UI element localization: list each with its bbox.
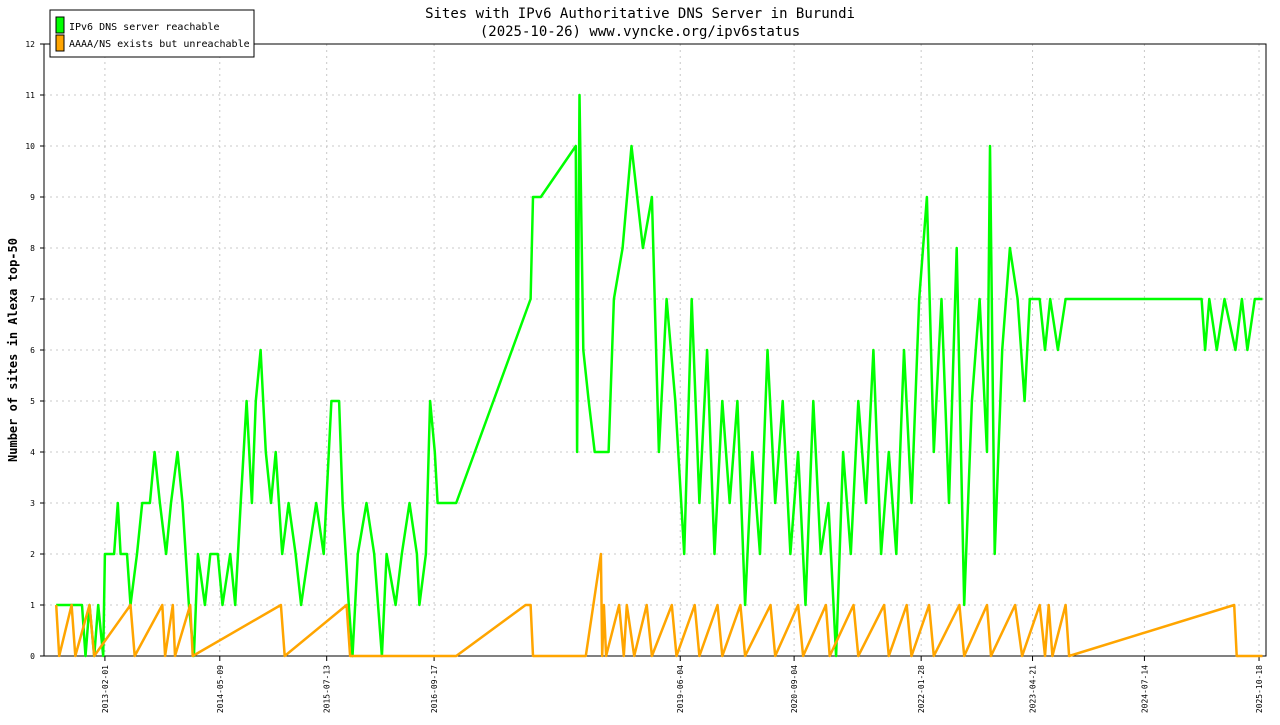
x-tick-label: 2023-04-21	[1029, 665, 1038, 713]
y-tick-label: 7	[30, 295, 35, 304]
y-tick-label: 6	[30, 346, 35, 355]
x-tick-label: 2016-09-17	[430, 665, 439, 713]
series-lines	[54, 93, 1263, 658]
y-tick-label: 4	[30, 448, 35, 457]
x-tick-label: 2020-09-04	[790, 665, 799, 713]
y-tick-label: 0	[30, 652, 35, 661]
series-line-1	[54, 552, 1263, 658]
y-tick-label: 3	[30, 499, 35, 508]
y-tick-label: 8	[30, 244, 35, 253]
y-tick-label: 10	[25, 142, 35, 151]
y-tick-label: 11	[25, 91, 35, 100]
x-tick-label: 2024-07-14	[1140, 665, 1149, 713]
legend-swatch-reachable	[55, 16, 65, 34]
y-tick-label: 12	[25, 40, 35, 49]
x-tick-label: 2022-01-28	[917, 665, 926, 713]
y-tick-label: 9	[30, 193, 35, 202]
chart-subtitle: (2025-10-26) www.vyncke.org/ipv6status	[480, 24, 800, 40]
legend-box	[49, 9, 255, 58]
legend-label-unreachable: AAAA/NS exists but unreachable	[69, 39, 250, 50]
x-tick-label: 2013-02-01	[101, 665, 110, 713]
series-line-0	[56, 93, 1263, 658]
x-tick-label: 2015-07-13	[323, 665, 332, 713]
y-tick-label: 5	[30, 397, 35, 406]
y-axis-label: Number of sites in Alexa top-50	[6, 238, 20, 462]
legend-swatch-unreachable	[55, 34, 65, 52]
x-tick-label: 2019-06-04	[676, 665, 685, 713]
y-tick-label: 1	[30, 601, 35, 610]
x-tick-label: 2014-05-09	[216, 665, 225, 713]
y-tick-label: 2	[30, 550, 35, 559]
grid	[44, 44, 1266, 656]
legend: IPv6 DNS server reachable AAAA/NS exists…	[49, 9, 255, 58]
chart-title: Sites with IPv6 Authoritative DNS Server…	[425, 6, 855, 22]
legend-label-reachable: IPv6 DNS server reachable	[69, 22, 220, 33]
x-tick-label: 2025-10-18	[1255, 665, 1264, 713]
